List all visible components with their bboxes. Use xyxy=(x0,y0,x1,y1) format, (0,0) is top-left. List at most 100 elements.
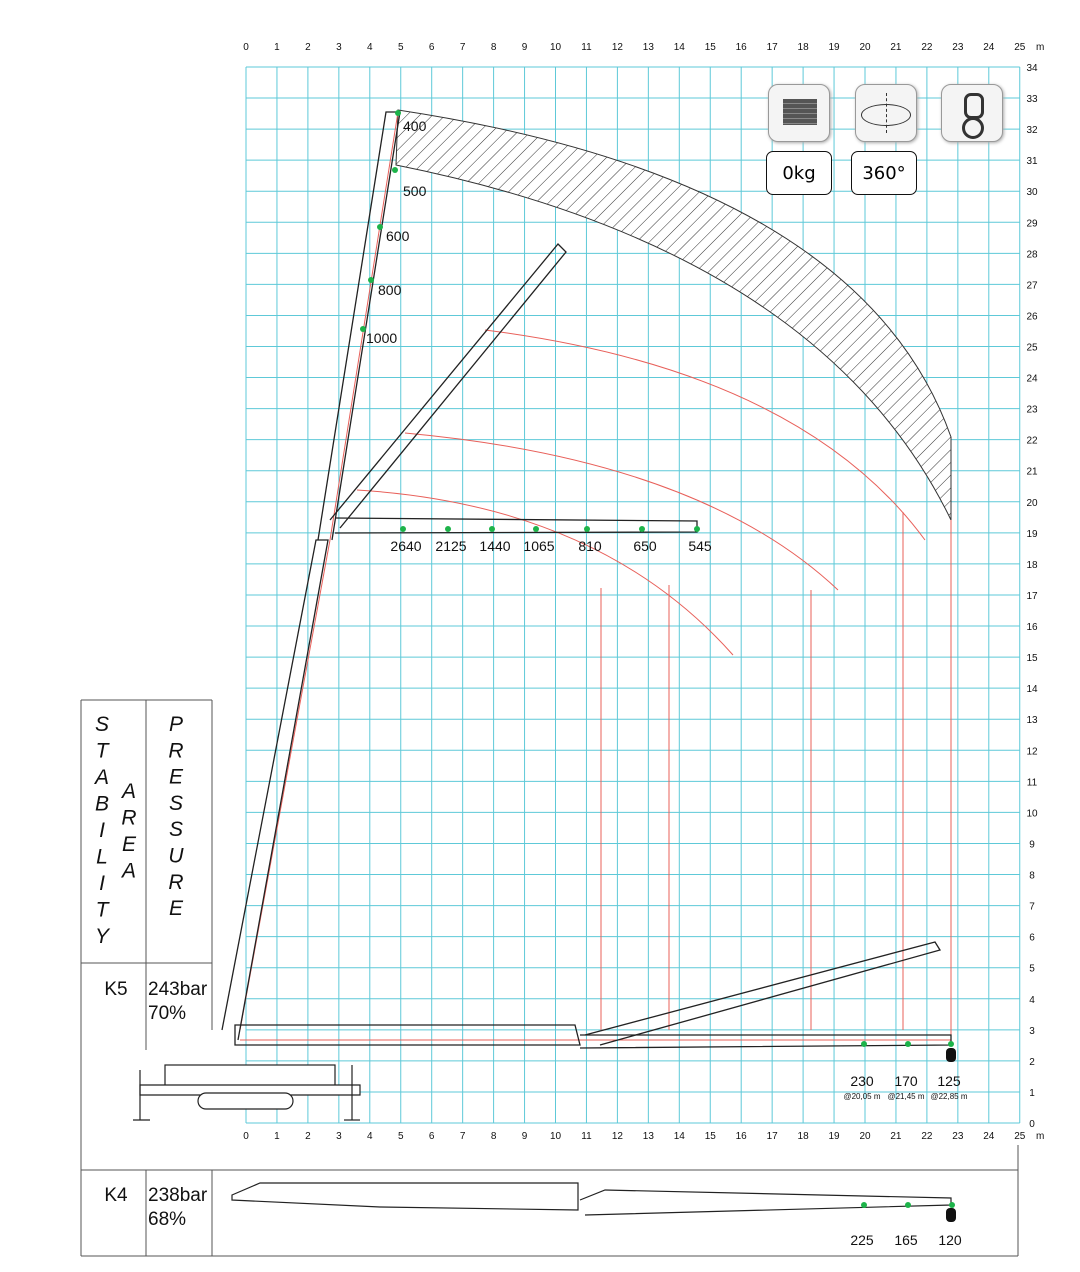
y-tick-label: 29 xyxy=(1026,218,1038,229)
x-tick-label: 9 xyxy=(522,42,528,53)
pressure-letter: P xyxy=(169,713,183,736)
stability-percent: 70% xyxy=(148,1003,186,1024)
main-boom-raised xyxy=(221,539,329,1041)
y-tick-label: 11 xyxy=(1027,777,1038,788)
load-point xyxy=(368,277,374,283)
x-tick-label: 15 xyxy=(705,1131,717,1142)
y-tick-label: 28 xyxy=(1026,249,1038,260)
stability-letter: B xyxy=(95,793,109,816)
horizontal-load-label: 2125 xyxy=(435,538,466,554)
load-point xyxy=(861,1202,867,1208)
pressure-value: 243bar xyxy=(148,979,208,1000)
load-point xyxy=(948,1041,954,1047)
load-point xyxy=(949,1202,955,1208)
stability-letter: S xyxy=(95,713,109,736)
x-tick-label: 7 xyxy=(460,1131,466,1142)
x-tick-label: 24 xyxy=(983,1131,995,1142)
crane-base xyxy=(133,1064,361,1121)
x-tick-label: 25 xyxy=(1014,42,1026,53)
y-tick-label: 16 xyxy=(1026,622,1038,633)
pressure-letter: S xyxy=(169,792,183,815)
x-tick-label: 17 xyxy=(767,42,779,53)
x-tick-label: 10 xyxy=(550,1131,562,1142)
load-point xyxy=(400,526,406,532)
x-tick-label: 5 xyxy=(398,1131,404,1142)
y-tick-label: 4 xyxy=(1029,995,1035,1006)
x-tick-label: 17 xyxy=(767,1131,779,1142)
main-boom-lowered xyxy=(234,1024,581,1046)
load-value-box: 0kg xyxy=(766,151,832,195)
pressure-letter: E xyxy=(169,766,184,789)
x-tick-label: 8 xyxy=(491,42,497,53)
area-letter: A xyxy=(120,860,136,883)
load-weight-icon xyxy=(768,84,830,142)
x-tick-label: 3 xyxy=(336,1131,342,1142)
load-point xyxy=(905,1041,911,1047)
stability-letter: A xyxy=(93,766,109,789)
stability-letter: I xyxy=(99,872,105,895)
x-tick-label: 14 xyxy=(674,42,686,53)
y-tick-label: 17 xyxy=(1026,591,1038,602)
k4-boom xyxy=(231,1182,952,1216)
reach-label: @20,05 m xyxy=(843,1092,880,1101)
load-point xyxy=(395,110,401,116)
pressure-letter: R xyxy=(168,739,183,762)
x-tick-label: 1 xyxy=(274,1131,280,1142)
x-tick-label: 20 xyxy=(859,42,871,53)
x-unit-bottom: m xyxy=(1036,1131,1044,1142)
x-tick-label: 5 xyxy=(398,42,404,53)
y-tick-label: 32 xyxy=(1026,125,1038,136)
y-tick-label: 31 xyxy=(1026,156,1038,167)
stability-letter: L xyxy=(96,846,108,869)
y-tick-label: 12 xyxy=(1026,746,1038,757)
x-tick-label: 13 xyxy=(643,1131,655,1142)
load-point xyxy=(639,526,645,532)
x-tick-label: 22 xyxy=(921,42,933,53)
x-tick-label: 11 xyxy=(581,42,592,53)
x-tick-label: 2 xyxy=(305,42,311,53)
radius-lines xyxy=(239,111,952,1041)
rotation-value-box: 360° xyxy=(851,151,917,195)
x-tick-label: 1 xyxy=(274,42,280,53)
y-tick-label: 23 xyxy=(1026,405,1038,416)
stability-letter: T xyxy=(96,899,111,922)
y-tick-label: 10 xyxy=(1026,808,1038,819)
y-tick-label: 0 xyxy=(1029,1119,1035,1130)
area-letter: A xyxy=(120,780,136,803)
x-axis-bottom: 0 1 2 3 4 5 6 7 8 9 10 11 12 13 14 15 16 17 18 19 20 21 22 23 24… xyxy=(243,1131,1026,1142)
pressure-value: 238bar xyxy=(148,1185,208,1206)
jib-lowered-inclined xyxy=(584,941,942,1046)
x-tick-label: 12 xyxy=(612,1131,624,1142)
y-tick-label: 8 xyxy=(1029,871,1035,882)
x-tick-label: 19 xyxy=(828,1131,840,1142)
pressure-letter: S xyxy=(169,818,183,841)
y-tick-label: 30 xyxy=(1026,187,1038,198)
pressure-letter: U xyxy=(168,845,184,868)
y-tick-label: 14 xyxy=(1026,684,1038,695)
y-tick-label: 15 xyxy=(1026,653,1038,664)
stability-letter: I xyxy=(99,819,105,842)
x-unit-top: m xyxy=(1036,42,1044,53)
horizontal-load-label: 1440 xyxy=(479,538,510,554)
horizontal-load-label: 2640 xyxy=(390,538,421,554)
stability-table xyxy=(80,699,1019,1257)
area-letter: R xyxy=(121,807,136,830)
y-tick-label: 27 xyxy=(1026,280,1038,291)
reach-label: @22,85 m xyxy=(930,1092,967,1101)
jib-45deg xyxy=(329,243,567,529)
load-point xyxy=(489,526,495,532)
y-tick-label: 25 xyxy=(1026,343,1038,354)
reach-label: @21,45 m xyxy=(887,1092,924,1101)
x-tick-label: 21 xyxy=(890,42,902,53)
y-tick-label: 1 xyxy=(1029,1088,1035,1099)
x-tick-label: 15 xyxy=(705,42,717,53)
pressure-letter: E xyxy=(169,897,184,920)
y-axis-right: 0123456789101112131415161718192021222324… xyxy=(1026,63,1038,1130)
x-tick-label: 4 xyxy=(367,42,373,53)
y-tick-label: 9 xyxy=(1029,839,1035,850)
vertical-load-label: 400 xyxy=(403,118,427,134)
k4-load-label: 120 xyxy=(938,1232,962,1248)
x-tick-label: 16 xyxy=(736,42,748,53)
x-tick-label: 3 xyxy=(336,42,342,53)
